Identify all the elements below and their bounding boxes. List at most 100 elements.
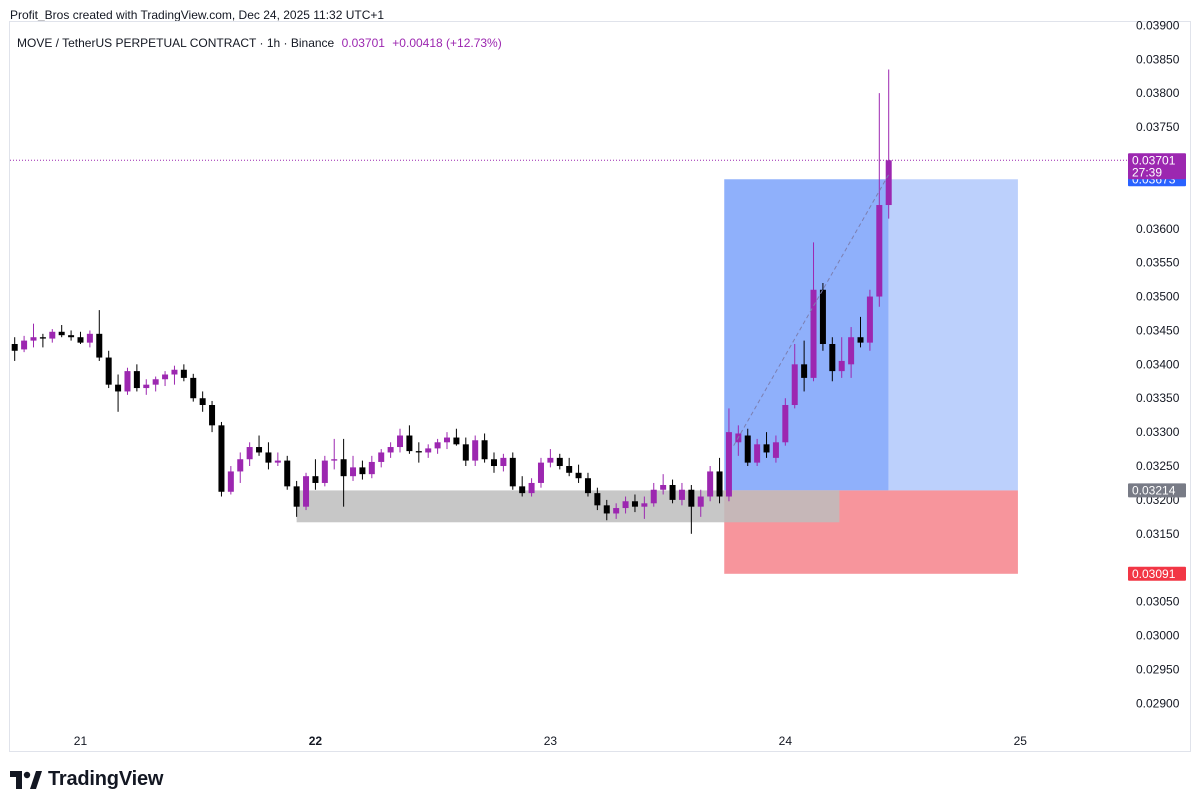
candle-body [697, 496, 704, 507]
candle-body [387, 447, 394, 453]
y-tick-label: 0.03750 [1136, 120, 1180, 134]
candle-body [77, 337, 84, 343]
candle [115, 374, 122, 412]
candle-body [829, 343, 836, 372]
candle-body [368, 461, 375, 475]
candle-body [274, 460, 281, 463]
candle [321, 455, 328, 487]
candle [284, 455, 291, 490]
candle-body [246, 447, 253, 460]
candle-body [96, 333, 103, 358]
candle-body [848, 337, 855, 365]
candle [237, 452, 244, 483]
candle [829, 337, 836, 382]
lines-layer [10, 159, 1128, 446]
price-axis[interactable]: 0.02900 0.02950 0.03000 0.03050 0.03150 0.032… [1136, 18, 1180, 710]
candle [509, 452, 516, 490]
candle-body [782, 405, 789, 443]
candle [30, 323, 37, 348]
candle-body [528, 482, 535, 494]
current-price-badge-countdown: 27:39 [1132, 165, 1162, 179]
candle-body [39, 337, 46, 339]
candle [444, 432, 451, 450]
candle-body [321, 460, 328, 483]
candle [368, 455, 375, 479]
entry-price-badge-bg [1128, 483, 1186, 498]
candle [556, 453, 563, 470]
candle-body [500, 457, 507, 467]
candle-body [631, 501, 638, 507]
candle-body [49, 331, 56, 339]
candle [866, 289, 873, 351]
current-price-badge-label: 0.03701 [1132, 153, 1176, 167]
candle-body [171, 369, 178, 375]
y-tick-label: 0.03850 [1136, 52, 1180, 66]
candle-body [359, 467, 366, 475]
candle [566, 457, 573, 477]
candle-body [791, 364, 798, 406]
candle [528, 478, 535, 497]
candle-body [199, 398, 206, 406]
candle-body [68, 335, 75, 338]
candle [660, 474, 667, 495]
candle-body [584, 478, 591, 494]
candle-body [30, 337, 37, 341]
candle-body [284, 460, 291, 487]
x-tick-label: 24 [779, 734, 793, 748]
candle-body [650, 489, 657, 504]
candle [707, 466, 714, 502]
support-zone [296, 490, 840, 523]
candle-body [744, 435, 751, 463]
candle [716, 457, 723, 504]
candle-body [86, 333, 93, 343]
candle-body [312, 476, 319, 483]
candle [143, 379, 150, 395]
candle-body [801, 364, 808, 378]
candle [180, 364, 187, 382]
candle [378, 449, 385, 468]
candle [857, 316, 864, 348]
candle-body [425, 448, 432, 453]
candle [453, 428, 460, 446]
candle [848, 327, 855, 378]
candle [86, 330, 93, 348]
candle-body [303, 476, 310, 507]
candle [678, 482, 685, 506]
candle-body [716, 471, 723, 497]
candle [58, 325, 65, 338]
candle [772, 435, 779, 463]
candle [744, 428, 751, 467]
candle-body [885, 160, 892, 206]
candle [274, 452, 281, 467]
candle [11, 337, 18, 361]
candle [810, 242, 817, 382]
symbol-title[interactable]: MOVE / TetherUS PERPETUAL CONTRACT · 1h … [17, 36, 335, 50]
candle-body [21, 340, 28, 350]
candle-body [603, 505, 610, 514]
candle-body [876, 205, 883, 297]
y-tick-label: 0.03450 [1136, 323, 1180, 337]
candle [152, 376, 159, 392]
candle-body [152, 379, 159, 385]
candle [105, 350, 112, 389]
candle [227, 466, 234, 495]
y-tick-label: 0.03350 [1136, 391, 1180, 405]
candle-body [622, 501, 629, 509]
footer-branding[interactable]: TradingView [10, 768, 163, 791]
entry-price-badge-label: 0.03214 [1132, 483, 1176, 497]
candle [199, 391, 206, 412]
candle [434, 438, 441, 454]
candle-body [415, 451, 422, 453]
time-axis[interactable]: 21 22 23 24 25 [74, 734, 1027, 748]
candle-body [340, 459, 347, 477]
candle [754, 438, 761, 467]
tradingview-logo-icon [10, 770, 42, 789]
candle-body [472, 440, 479, 461]
candle [791, 343, 798, 409]
candle-body [434, 442, 441, 449]
candle [650, 482, 657, 507]
symbol-legend: MOVE / TetherUS PERPETUAL CONTRACT · 1h … [17, 36, 502, 50]
candle-body [227, 471, 234, 492]
candle [124, 367, 131, 395]
